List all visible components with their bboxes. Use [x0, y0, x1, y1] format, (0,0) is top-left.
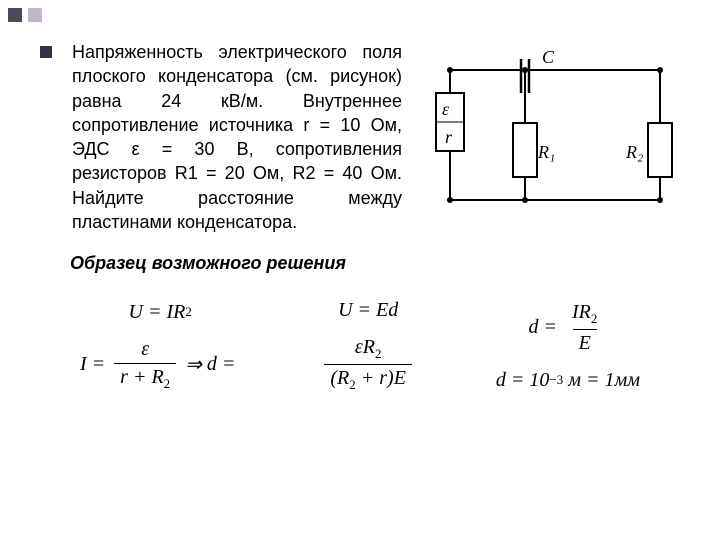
var-R: R [579, 301, 591, 323]
var-d: d [388, 299, 398, 322]
bullet-icon [40, 46, 52, 58]
svg-text:ε: ε [442, 99, 450, 119]
eq-sign: = [148, 301, 162, 324]
square-light [28, 8, 42, 22]
circuit-diagram: εr C R₁ R₂ [430, 45, 680, 235]
circuit-svg: εr C R₁ R₂ [430, 45, 680, 235]
var-eps: ε [135, 338, 155, 363]
var-d: d [529, 316, 539, 339]
svg-text:R₁: R₁ [537, 142, 555, 162]
var-d: d [207, 353, 217, 376]
formula-I-d: I = ε r + R2 ⇒ d = [80, 338, 240, 392]
var-I: I [572, 301, 579, 323]
plus: + [133, 366, 147, 388]
sub-2: 2 [375, 346, 382, 361]
formula-d-IR2E: d = IR2 E [529, 301, 608, 355]
formula-col-3: d = IR2 E d = 10−3 м = 1мм [496, 301, 640, 392]
var-r: r [379, 367, 387, 389]
solution-label: Образец возможного решения [70, 253, 680, 274]
formulas-block: U = I R2 I = ε r + R2 ⇒ d = U = E [40, 299, 680, 393]
var-d: d [496, 369, 506, 392]
formula-U-IR2: U = I R2 [129, 301, 192, 324]
sub-2: 2 [185, 304, 192, 320]
formula-col-2: U = E d εR2 (R2 + r)E [320, 299, 416, 393]
problem-text: Напряженность электрического поля плоско… [72, 40, 402, 235]
svg-text:R₂: R₂ [625, 142, 643, 162]
var-R: R [173, 301, 185, 324]
sub-2: 2 [591, 311, 598, 326]
problem-section: Напряженность электрического поля плоско… [40, 40, 680, 235]
rparen: ) [387, 367, 394, 389]
var-E: E [573, 329, 597, 355]
sub-2: 2 [164, 376, 171, 391]
num-10: 10 [529, 369, 549, 392]
formula-col-1: U = I R2 I = ε r + R2 ⇒ d = [80, 301, 240, 392]
svg-text:r: r [445, 127, 453, 147]
sub-2: 2 [349, 377, 356, 392]
formula-d-value: d = 10−3 м = 1мм [496, 369, 640, 392]
var-R: R [337, 367, 349, 389]
var-U: U [338, 299, 352, 322]
arrow: ⇒ [185, 352, 202, 377]
formula-U-Ed: U = E d [338, 299, 398, 322]
svg-text:C: C [542, 47, 555, 67]
formula-d-full: εR2 (R2 + r)E [320, 336, 416, 393]
var-r: r [120, 366, 128, 388]
exp: −3 [549, 372, 563, 388]
result-1mm: = 1мм [586, 369, 640, 392]
var-R: R [151, 366, 163, 388]
square-dark [8, 8, 22, 22]
var-E: E [394, 367, 406, 389]
plus: + [361, 367, 375, 389]
var-I: I [80, 353, 87, 376]
var-E: E [376, 299, 388, 322]
var-eps: ε [355, 336, 363, 358]
decorative-squares [8, 8, 42, 22]
var-U: U [129, 301, 143, 324]
unit-m: м [568, 369, 581, 392]
var-R: R [363, 336, 375, 358]
